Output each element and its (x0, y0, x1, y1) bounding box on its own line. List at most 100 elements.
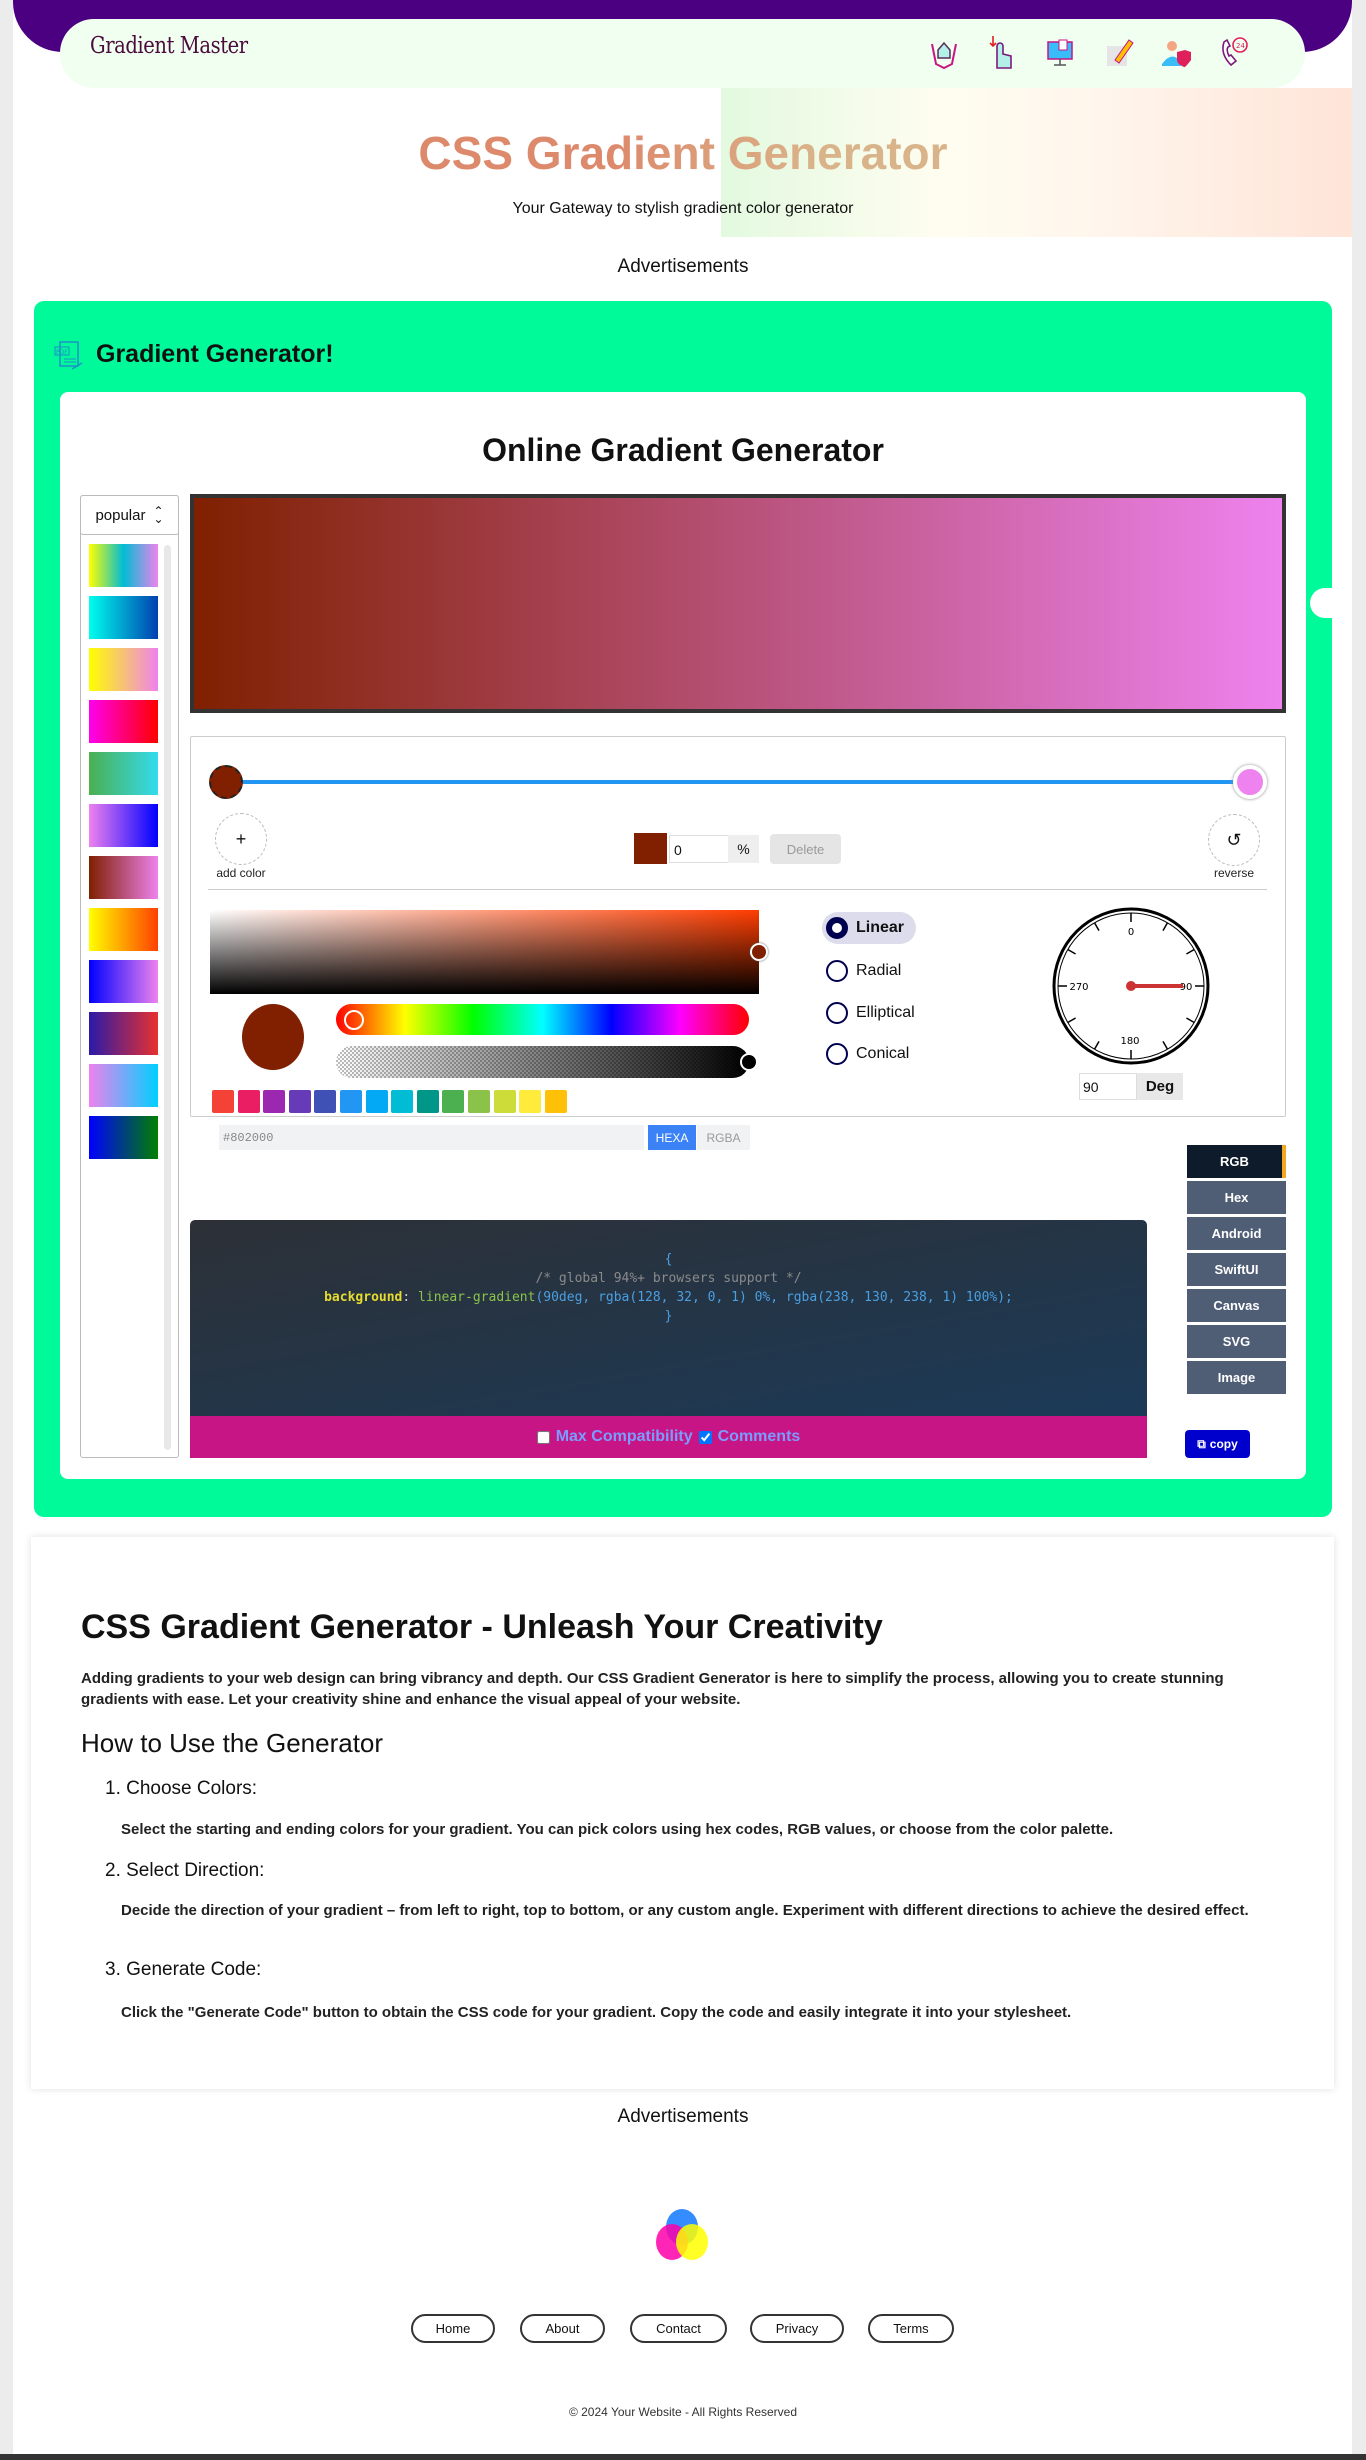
format-button-image[interactable]: Image (1187, 1361, 1286, 1394)
comments-label[interactable]: Comments (717, 1428, 801, 1445)
step-title: 1. Choose Colors: (105, 1778, 258, 1799)
hue-handle[interactable] (344, 1010, 364, 1030)
gradient-type-elliptical[interactable]: Elliptical (822, 997, 927, 1029)
max-compatibility-checkbox[interactable] (536, 1430, 550, 1444)
navbar (60, 19, 1305, 88)
phone-24-icon[interactable]: 24 (1217, 34, 1251, 70)
footer-link-terms[interactable]: Terms (868, 2314, 954, 2343)
palette-swatch[interactable] (416, 1090, 439, 1113)
dial-tick (1067, 948, 1076, 955)
note-pencil-icon[interactable] (1101, 34, 1135, 70)
radio-circle[interactable] (826, 1002, 848, 1024)
palette-swatch[interactable] (493, 1090, 516, 1113)
angle-input[interactable]: 90 (1079, 1073, 1137, 1100)
angle-dial[interactable]: 0 90 180 270 (1050, 905, 1212, 1067)
plus-icon: + (235, 828, 247, 849)
palette-swatch[interactable] (288, 1090, 311, 1113)
dial-tick (1093, 1041, 1100, 1050)
copy-button[interactable]: ⧉ copy (1185, 1430, 1250, 1458)
palette-swatch[interactable] (365, 1090, 388, 1113)
css-code-output[interactable]: { /* global 94%+ browsers support */ bac… (190, 1220, 1147, 1416)
format-button-hex[interactable]: Hex (1187, 1181, 1286, 1214)
footer-link-home[interactable]: Home (411, 2314, 495, 2343)
preset-category-select[interactable]: popular ⌃ ⌄ (80, 495, 179, 535)
preset-swatch[interactable] (89, 1064, 158, 1107)
footer-link-privacy[interactable]: Privacy (750, 2314, 844, 2343)
preset-swatch[interactable] (89, 908, 158, 951)
alpha-slider[interactable] (336, 1046, 749, 1078)
delete-stop-button[interactable]: Delete (770, 834, 841, 864)
radio-circle[interactable] (826, 917, 848, 939)
color-stop-handle-start[interactable] (209, 765, 243, 799)
preset-swatch[interactable] (89, 544, 158, 587)
side-tab[interactable] (1310, 588, 1336, 618)
hero-gradient-background (721, 88, 1352, 237)
format-button-rgb[interactable]: RGB (1187, 1145, 1286, 1178)
section-title: Gradient Generator! (96, 340, 334, 368)
hexa-mode-button[interactable]: HEXA (648, 1125, 696, 1150)
preset-swatch[interactable] (89, 700, 158, 743)
preset-swatch[interactable] (89, 1116, 158, 1159)
preset-swatch[interactable] (89, 804, 158, 847)
add-color-button[interactable]: + (215, 813, 267, 865)
preset-swatch[interactable] (89, 648, 158, 691)
reverse-button[interactable]: ↺ (1208, 814, 1260, 866)
hue-slider[interactable] (336, 1004, 749, 1035)
format-button-swiftui[interactable]: SwiftUI (1187, 1253, 1286, 1286)
dial-center (1126, 981, 1136, 991)
saturation-handle[interactable] (750, 943, 768, 961)
code-function: linear-gradient (418, 1290, 536, 1305)
palette-swatch[interactable] (519, 1090, 542, 1113)
radio-circle[interactable] (826, 960, 848, 982)
palette-swatch[interactable] (442, 1090, 465, 1113)
step-text: Click the "Generate Code" button to obta… (121, 2004, 1072, 2021)
radio-circle[interactable] (826, 1043, 848, 1065)
ads-label: Advertisements (617, 256, 749, 277)
format-button-canvas[interactable]: Canvas (1187, 1289, 1286, 1322)
gradient-type-linear[interactable]: Linear (822, 912, 917, 944)
format-button-svg[interactable]: SVG (1187, 1325, 1286, 1358)
monitor-icon[interactable] (1043, 34, 1077, 70)
copy-icon: ⧉ (1197, 1436, 1206, 1451)
palette-swatch[interactable] (314, 1090, 337, 1113)
preset-swatch[interactable] (89, 1012, 158, 1055)
preset-swatch[interactable] (89, 960, 158, 1003)
preset-scrollbar[interactable] (164, 545, 171, 1450)
rgba-mode-button[interactable]: RGBA (697, 1125, 750, 1150)
dial-label-180: 180 (1120, 1036, 1139, 1047)
palette-swatch[interactable] (340, 1090, 362, 1113)
dial-tick (1162, 922, 1169, 931)
home-hands-icon[interactable] (927, 34, 961, 70)
gradient-type-radial[interactable]: Radial (822, 955, 913, 987)
palette-swatch[interactable] (468, 1090, 490, 1113)
footer-link-about[interactable]: About (520, 2314, 605, 2343)
palette-swatch[interactable] (391, 1090, 414, 1113)
selected-stop-color[interactable] (634, 833, 667, 864)
code-colon: : (402, 1290, 419, 1305)
dial-label-270: 270 (1069, 982, 1088, 993)
preset-swatch[interactable] (89, 856, 158, 899)
user-shield-icon[interactable] (1159, 34, 1193, 70)
comments-checkbox[interactable] (698, 1430, 712, 1444)
color-stop-handle-end[interactable] (1233, 765, 1267, 799)
code-line: background: linear-gradient(90deg, rgba(… (190, 1288, 1147, 1307)
format-button-android[interactable]: Android (1187, 1217, 1286, 1250)
hero-title: CSS Gradient Generator (0, 126, 1366, 180)
gradient-stop-track[interactable] (226, 780, 1250, 784)
palette-swatch[interactable] (263, 1090, 286, 1113)
palette-swatch[interactable] (237, 1090, 260, 1113)
preset-swatch[interactable] (89, 752, 158, 795)
stop-position-input[interactable]: 0 (669, 835, 729, 863)
hex-input[interactable]: #802000 (219, 1125, 644, 1150)
preset-swatch[interactable] (89, 596, 158, 639)
palette-swatch[interactable] (212, 1090, 234, 1113)
gradient-type-conical[interactable]: Conical (822, 1038, 921, 1070)
hand-pointer-icon[interactable] (985, 34, 1019, 70)
palette-swatch[interactable] (544, 1090, 567, 1113)
saturation-picker[interactable] (210, 910, 759, 994)
site-logo[interactable]: Gradient Master (90, 33, 248, 59)
alpha-handle[interactable] (740, 1053, 758, 1071)
max-compatibility-label[interactable]: Max Compatibility (555, 1428, 693, 1445)
footer-link-contact[interactable]: Contact (630, 2314, 727, 2343)
reverse-label: reverse (1213, 866, 1254, 880)
